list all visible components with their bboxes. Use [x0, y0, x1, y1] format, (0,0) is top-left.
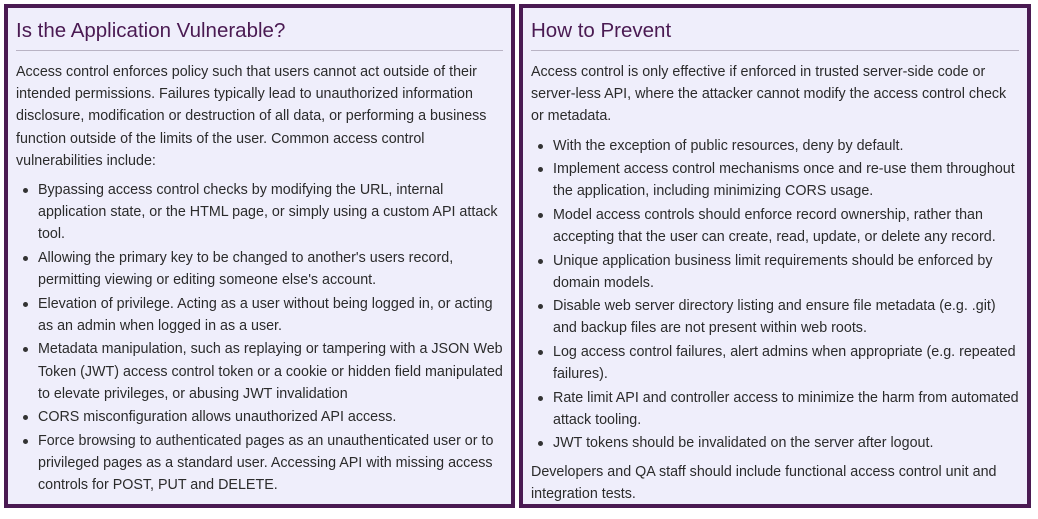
bullet-dot: [23, 255, 28, 261]
list-item: Metadata manipulation, such as replaying…: [16, 338, 503, 405]
prevention-list: With the exception of public resources, …: [531, 135, 1019, 455]
list-item-text: Log access control failures, alert admin…: [553, 343, 1016, 383]
bullet-dot: [538, 212, 543, 218]
list-item-text: Unique application business limit requir…: [553, 252, 993, 291]
bullet-dot: [538, 349, 543, 355]
prevention-intro: Access control is only effective if enfo…: [531, 64, 1007, 125]
list-item: With the exception of public resources, …: [531, 135, 1019, 157]
prevention-panel-title: How to Prevent: [531, 18, 1019, 51]
bullet-dot: [538, 395, 543, 401]
bullet-dot: [23, 188, 28, 194]
bullet-dot: [23, 301, 28, 307]
list-item: Allowing the primary key to be changed t…: [16, 247, 503, 291]
list-item-text: Disable web server directory listing and…: [553, 298, 996, 337]
vulnerability-panel: Is the Application Vulnerable? Access co…: [4, 4, 515, 508]
list-item-text: Model access controls should enforce rec…: [553, 206, 996, 246]
list-item: Force browsing to authenticated pages as…: [16, 430, 503, 497]
list-item: Implement access control mechanisms once…: [531, 158, 1019, 202]
list-item: Rate limit API and controller access to …: [531, 387, 1019, 431]
list-item: Unique application business limit requir…: [531, 250, 1019, 294]
list-item-text: Bypassing access control checks by modif…: [38, 182, 498, 243]
list-item: Model access controls should enforce rec…: [531, 204, 1019, 248]
prevention-outro: Developers and QA staff should include f…: [531, 463, 997, 502]
list-item: JWT tokens should be invalidated on the …: [531, 432, 1019, 454]
vulnerability-list: Bypassing access control checks by modif…: [16, 179, 503, 496]
list-item: Log access control failures, alert admin…: [531, 341, 1019, 385]
list-item: Bypassing access control checks by modif…: [16, 179, 503, 246]
bullet-dot: [538, 167, 543, 173]
bullet-dot: [23, 415, 28, 421]
list-item-text: Force browsing to authenticated pages as…: [38, 432, 494, 494]
bullet-dot: [538, 441, 543, 447]
list-item-text: JWT tokens should be invalidated on the …: [553, 435, 934, 452]
bullet-dot: [538, 258, 543, 264]
list-item-text: CORS misconfiguration allows unauthorize…: [38, 409, 397, 426]
prevention-panel: How to Prevent Access control is only ef…: [519, 4, 1031, 508]
list-item-text: With the exception of public resources, …: [553, 137, 904, 154]
vulnerability-intro: Access control enforces policy such that…: [16, 64, 487, 169]
vulnerability-panel-title: Is the Application Vulnerable?: [16, 18, 503, 51]
list-item: Elevation of privilege. Acting as a user…: [16, 293, 503, 337]
list-item: Disable web server directory listing and…: [531, 295, 1019, 339]
list-item: CORS misconfiguration allows unauthorize…: [16, 406, 503, 428]
list-item-text: Rate limit API and controller access to …: [553, 389, 1019, 428]
bullet-dot: [538, 143, 543, 149]
list-item-text: Allowing the primary key to be changed t…: [38, 249, 454, 289]
list-item-text: Elevation of privilege. Acting as a user…: [38, 295, 493, 334]
bullet-dot: [23, 347, 28, 353]
list-item-text: Implement access control mechanisms once…: [553, 161, 1015, 200]
list-item-text: Metadata manipulation, such as replaying…: [38, 341, 503, 402]
bullet-dot: [538, 304, 543, 310]
bullet-dot: [23, 438, 28, 444]
